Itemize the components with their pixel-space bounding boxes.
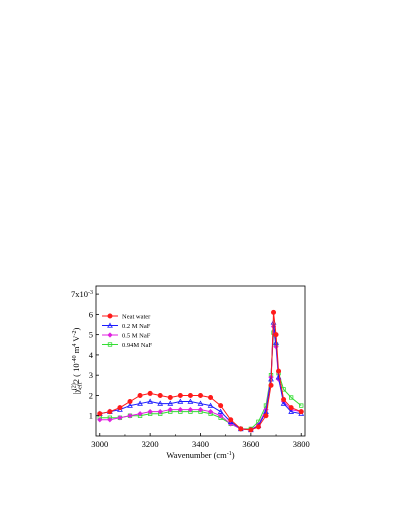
data-point [197, 400, 204, 406]
data-point [288, 408, 295, 414]
data-point [238, 426, 244, 432]
data-point [263, 413, 269, 419]
data-point [228, 417, 234, 423]
data-point [268, 382, 274, 388]
x-tick-label: 3800 [293, 439, 310, 449]
legend-item: 0.94M NaF [102, 342, 152, 349]
data-point [157, 392, 163, 398]
x-tick-label: 3200 [142, 439, 159, 449]
data-point [137, 392, 143, 398]
data-point [288, 405, 294, 411]
data-point [147, 409, 153, 415]
data-point [107, 417, 113, 423]
data-point [288, 395, 294, 400]
data-point [167, 394, 173, 400]
data-point [276, 368, 282, 374]
data-point [137, 411, 143, 417]
legend-label: 0.94M NaF [122, 342, 152, 349]
legend-marker [107, 313, 113, 319]
legend-marker [107, 332, 113, 338]
data-point [107, 409, 113, 415]
data-point [273, 339, 279, 345]
y-axis-ticks: 1 2 3 4 5 6 7x10-3 [71, 289, 99, 421]
data-point [147, 390, 153, 396]
x-tick-label: 3000 [91, 439, 108, 449]
y-tick-label: 6 [89, 309, 93, 319]
series-0 [97, 309, 304, 433]
series-line [99, 312, 302, 431]
data-point [207, 402, 214, 408]
data-point [127, 399, 133, 405]
x-tick-label: 3400 [192, 439, 209, 449]
legend-label: Neat water [122, 313, 151, 320]
data-point [167, 400, 174, 406]
x-axis-ticks: 3000 3200 3400 3600 3800 [91, 433, 310, 449]
data-point [117, 405, 123, 411]
data-point [218, 403, 224, 409]
data-point [187, 398, 194, 404]
data-point [208, 394, 214, 400]
data-point [271, 309, 277, 315]
data-point [127, 402, 133, 408]
data-point [280, 400, 287, 406]
data-point [147, 398, 154, 404]
legend-marker [107, 322, 113, 328]
legend: Neat water 0.2 M NaF 0.5 M NaF 0.94M NaF [102, 313, 152, 349]
data-point [198, 392, 204, 398]
data-point [187, 407, 194, 413]
data-point [248, 427, 254, 433]
y-tick-label: 4 [89, 350, 94, 360]
y-tick-label: 5 [89, 330, 93, 340]
data-point [177, 392, 183, 398]
data-point [157, 409, 163, 415]
data-point [167, 407, 173, 413]
x-tick-label: 3600 [242, 439, 259, 449]
y-tick-label-top: 7x10-3 [71, 289, 93, 299]
data-point [127, 413, 133, 419]
legend-label: 0.2 M NaF [122, 323, 151, 330]
data-point [298, 409, 304, 415]
y-tick-label: 3 [89, 370, 93, 380]
data-point [157, 400, 164, 406]
data-point [255, 424, 261, 430]
data-point [187, 392, 193, 398]
data-point [299, 403, 304, 408]
y-tick-label: 1 [89, 411, 93, 421]
series-line [99, 322, 302, 431]
y-axis-label: |χeff(2)2 ( 10-40 m4 V-2) [71, 328, 84, 395]
data-point [273, 332, 279, 338]
data-point [197, 407, 204, 413]
data-point [217, 408, 224, 414]
data-point [177, 407, 183, 413]
data-point [117, 415, 123, 421]
y-tick-label: 2 [89, 390, 93, 400]
legend-marker [107, 342, 113, 347]
data-point [97, 411, 103, 417]
x-axis-label: Wavenumber (cm-1) [166, 450, 234, 460]
data-point [97, 417, 103, 423]
data-point [177, 398, 184, 404]
legend-item: 0.5 M NaF [102, 332, 151, 339]
series-layer [96, 309, 305, 433]
legend-item: 0.2 M NaF [102, 322, 151, 330]
legend-item: Neat water [102, 313, 151, 320]
data-point [218, 413, 224, 419]
data-point [207, 409, 214, 415]
legend-label: 0.5 M NaF [122, 332, 151, 339]
data-point [137, 400, 143, 406]
data-point [281, 397, 287, 403]
